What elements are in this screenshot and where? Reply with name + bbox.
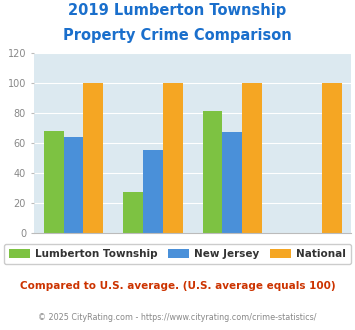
Bar: [202, 111, 222, 233]
Text: Compared to U.S. average. (U.S. average equals 100): Compared to U.S. average. (U.S. average …: [20, 281, 335, 291]
Text: 2019 Lumberton Township: 2019 Lumberton Township: [69, 3, 286, 17]
Text: Property Crime Comparison: Property Crime Comparison: [63, 28, 292, 43]
Bar: [222, 132, 242, 233]
Bar: [83, 83, 103, 233]
Legend: Lumberton Township, New Jersey, National: Lumberton Township, New Jersey, National: [4, 244, 351, 264]
Text: © 2025 CityRating.com - https://www.cityrating.com/crime-statistics/: © 2025 CityRating.com - https://www.city…: [38, 313, 317, 322]
Bar: [143, 150, 163, 233]
Bar: [163, 83, 183, 233]
Bar: [123, 192, 143, 233]
Bar: [44, 131, 64, 233]
Bar: [322, 83, 342, 233]
Bar: [242, 83, 262, 233]
Bar: [64, 137, 83, 233]
